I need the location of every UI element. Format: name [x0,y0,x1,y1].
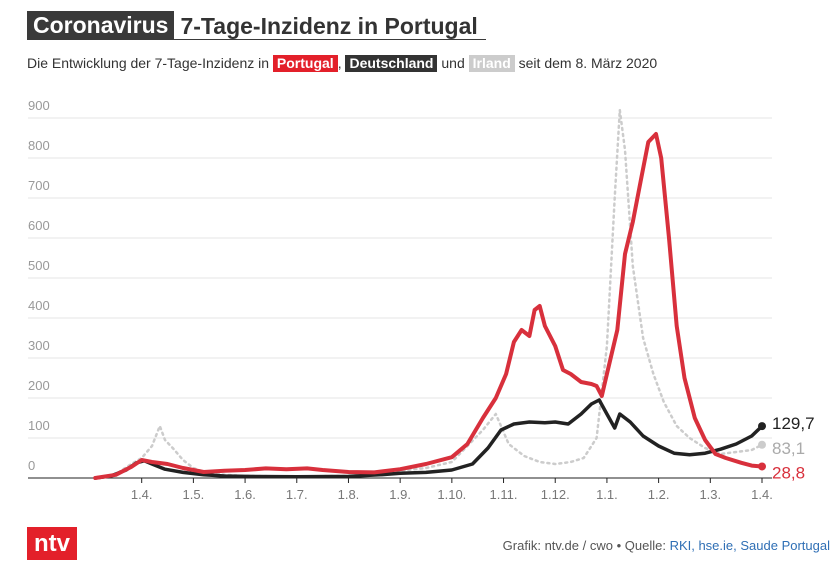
x-tick-label: 1.2. [648,487,670,502]
y-tick-label: 600 [28,218,50,233]
x-tick-label: 1.3. [699,487,721,502]
x-tick-label: 1.10. [437,487,466,502]
chart-subtitle: Die Entwicklung der 7-Tage-Inzidenz in P… [27,55,657,72]
series-line-portugal [93,132,764,480]
x-tick-label: 1.7. [286,487,308,502]
subtitle-prefix: Die Entwicklung der 7-Tage-Inzidenz in [27,55,270,71]
series-end-label-irland: 83,1 [772,439,805,458]
y-tick-label: 0 [28,458,35,473]
source-line: Grafik: ntv.de / cwo • Quelle: RKI, hse.… [503,538,830,553]
y-tick-label: 900 [28,98,50,113]
legend-deutschland: Deutschland [345,55,438,72]
series-end-dot-deutschland [758,422,766,431]
x-tick-label: 1.6. [234,487,256,502]
y-tick-label: 300 [28,338,50,353]
source-prefix: Grafik: ntv.de / cwo • Quelle: [502,538,666,553]
y-tick-label: 100 [28,418,50,433]
x-tick-label: 1.9. [389,487,411,502]
y-tick-label: 400 [28,298,50,313]
y-tick-label: 800 [28,138,50,153]
x-tick-label: 1.8. [338,487,360,502]
ntv-logo: ntv [27,527,77,560]
source-links[interactable]: RKI, hse.ie, Saude Portugal [669,538,830,553]
subtitle-und: und [441,55,465,71]
y-tick-label: 500 [28,258,50,273]
y-tick-label: 200 [28,378,50,393]
x-tick-label: 1.4. [131,487,153,502]
x-tick-label: 1.1. [596,487,618,502]
title-highlight: Coronavirus [27,11,175,40]
series-line-deutschland [93,398,764,480]
y-tick-label: 700 [28,178,50,193]
subtitle-separator: , [337,55,342,71]
x-tick-label: 1.4. [751,487,773,502]
series-end-dot-irland [758,440,766,449]
title-text: 7-Tage-Inzidenz in Portugal [174,13,486,40]
legend-portugal: Portugal [272,55,338,72]
x-tick-label: 1.11. [490,487,518,502]
series-end-label-deutschland: 129,7 [772,414,815,433]
series-end-dot-portugal [758,462,766,471]
x-tick-label: 1.5. [183,487,205,502]
legend-irland: Irland [468,55,515,72]
subtitle-suffix: seit dem 8. März 2020 [518,55,658,71]
chart-title: Coronavirus 7-Tage-Inzidenz in Portugal [27,10,486,40]
series-end-label-portugal: 28,8 [772,463,805,482]
x-tick-label: 1.12. [541,487,570,502]
